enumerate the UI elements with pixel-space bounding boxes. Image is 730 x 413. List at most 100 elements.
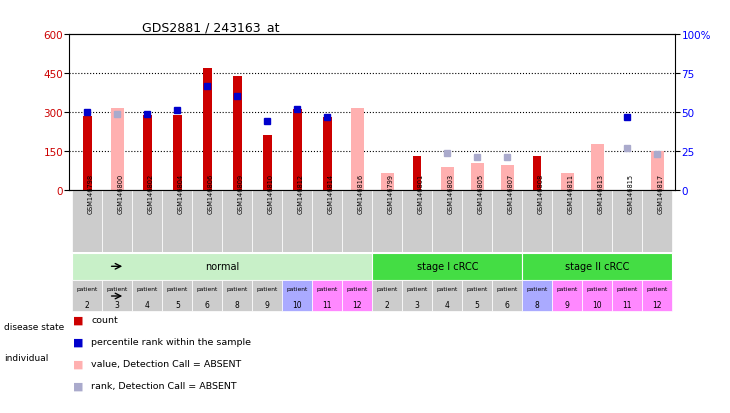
Text: GSM146806: GSM146806: [207, 173, 213, 214]
Bar: [323, 118, 331, 190]
FancyBboxPatch shape: [102, 190, 132, 252]
Text: patient: patient: [347, 286, 368, 291]
Text: 2: 2: [385, 301, 390, 309]
FancyBboxPatch shape: [283, 281, 312, 311]
FancyBboxPatch shape: [553, 190, 583, 252]
FancyBboxPatch shape: [583, 190, 612, 252]
Bar: [380, 173, 394, 190]
Text: 12: 12: [653, 301, 662, 309]
Text: GSM146809: GSM146809: [237, 173, 243, 214]
Text: 10: 10: [593, 301, 602, 309]
Text: patient: patient: [556, 286, 578, 291]
Text: patient: patient: [287, 286, 308, 291]
Text: disease state: disease state: [4, 323, 64, 332]
Text: 5: 5: [474, 301, 480, 309]
Text: patient: patient: [617, 286, 638, 291]
FancyBboxPatch shape: [312, 190, 342, 252]
FancyBboxPatch shape: [462, 281, 492, 311]
Text: ■: ■: [73, 315, 83, 325]
Bar: [203, 69, 212, 190]
Text: 11: 11: [623, 301, 632, 309]
Text: 5: 5: [175, 301, 180, 309]
Text: GSM146808: GSM146808: [537, 173, 543, 214]
FancyBboxPatch shape: [642, 190, 672, 252]
Bar: [440, 167, 454, 190]
Text: GSM146814: GSM146814: [327, 173, 334, 214]
Text: patient: patient: [196, 286, 218, 291]
Text: ■: ■: [73, 337, 83, 347]
Text: patient: patient: [496, 286, 518, 291]
FancyBboxPatch shape: [132, 281, 162, 311]
Text: stage I cRCC: stage I cRCC: [417, 262, 478, 272]
FancyBboxPatch shape: [132, 190, 162, 252]
Text: ■: ■: [73, 381, 83, 391]
FancyBboxPatch shape: [102, 281, 132, 311]
FancyBboxPatch shape: [342, 190, 372, 252]
Text: 10: 10: [293, 301, 302, 309]
Text: GSM146800: GSM146800: [118, 173, 123, 214]
Text: patient: patient: [437, 286, 458, 291]
Text: ■: ■: [73, 359, 83, 369]
FancyBboxPatch shape: [522, 253, 672, 280]
Bar: [533, 157, 542, 190]
Text: patient: patient: [647, 286, 668, 291]
Text: 4: 4: [445, 301, 450, 309]
Bar: [350, 109, 364, 190]
Text: 9: 9: [265, 301, 270, 309]
Text: percentile rank within the sample: percentile rank within the sample: [91, 337, 251, 347]
Text: patient: patient: [107, 286, 128, 291]
Text: GSM146815: GSM146815: [627, 173, 633, 214]
Bar: [591, 145, 604, 190]
Text: value, Detection Call = ABSENT: value, Detection Call = ABSENT: [91, 359, 242, 368]
FancyBboxPatch shape: [492, 190, 522, 252]
Text: GSM146798: GSM146798: [88, 173, 93, 214]
FancyBboxPatch shape: [402, 281, 432, 311]
Bar: [293, 110, 301, 190]
FancyBboxPatch shape: [522, 281, 553, 311]
Text: 8: 8: [235, 301, 239, 309]
Text: 8: 8: [535, 301, 539, 309]
Text: patient: patient: [77, 286, 98, 291]
Text: 6: 6: [505, 301, 510, 309]
Bar: [83, 116, 91, 190]
FancyBboxPatch shape: [253, 281, 283, 311]
Text: 6: 6: [205, 301, 210, 309]
FancyBboxPatch shape: [402, 190, 432, 252]
Text: GSM146813: GSM146813: [597, 173, 603, 214]
FancyBboxPatch shape: [192, 281, 223, 311]
FancyBboxPatch shape: [462, 190, 492, 252]
FancyBboxPatch shape: [372, 253, 522, 280]
Text: 9: 9: [565, 301, 569, 309]
Text: patient: patient: [226, 286, 248, 291]
Text: patient: patient: [466, 286, 488, 291]
FancyBboxPatch shape: [72, 253, 372, 280]
Text: 2: 2: [85, 301, 90, 309]
Text: count: count: [91, 316, 118, 325]
Text: GDS2881 / 243163_at: GDS2881 / 243163_at: [142, 21, 280, 34]
FancyBboxPatch shape: [253, 190, 283, 252]
Text: GSM146811: GSM146811: [567, 173, 573, 214]
Text: patient: patient: [587, 286, 608, 291]
FancyBboxPatch shape: [612, 190, 642, 252]
Bar: [650, 152, 664, 190]
Bar: [263, 136, 272, 190]
Text: patient: patient: [407, 286, 428, 291]
FancyBboxPatch shape: [583, 281, 612, 311]
Bar: [561, 173, 574, 190]
Text: GSM146812: GSM146812: [297, 173, 303, 214]
FancyBboxPatch shape: [162, 190, 192, 252]
Text: patient: patient: [257, 286, 278, 291]
Text: patient: patient: [137, 286, 158, 291]
FancyBboxPatch shape: [72, 190, 102, 252]
FancyBboxPatch shape: [342, 281, 372, 311]
Bar: [173, 115, 182, 190]
FancyBboxPatch shape: [372, 190, 402, 252]
Text: GSM146801: GSM146801: [418, 173, 423, 214]
Text: 4: 4: [145, 301, 150, 309]
Text: patient: patient: [317, 286, 338, 291]
FancyBboxPatch shape: [522, 190, 553, 252]
Text: GSM146803: GSM146803: [447, 173, 453, 214]
Bar: [110, 109, 124, 190]
Text: 3: 3: [115, 301, 120, 309]
Text: GSM146802: GSM146802: [147, 173, 153, 214]
